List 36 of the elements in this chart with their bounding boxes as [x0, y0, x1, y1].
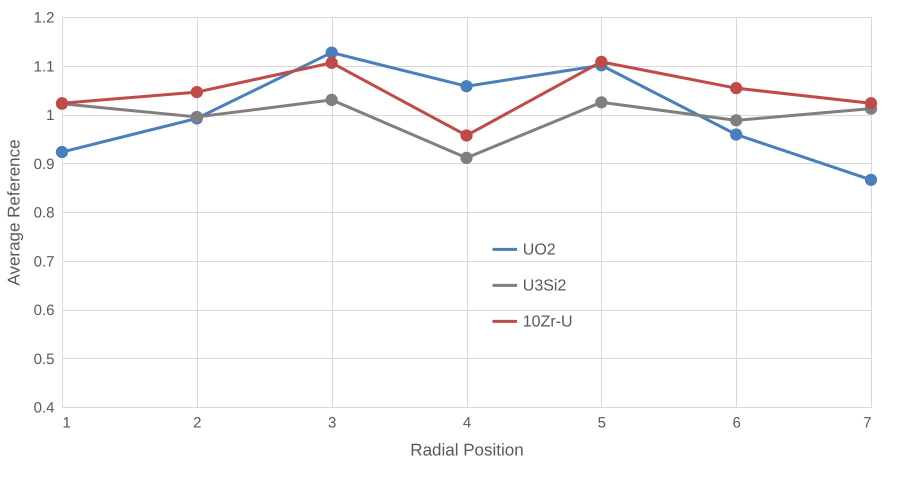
x-tick-label: 4: [462, 414, 472, 432]
point: [595, 96, 608, 108]
y-tick-label: 0.8: [34, 204, 54, 222]
point: [190, 86, 203, 98]
point: [326, 94, 338, 106]
point: [460, 129, 473, 142]
x-axis-title: Radial Position: [410, 440, 524, 460]
y-tick-label: 0.9: [34, 156, 54, 173]
point: [326, 56, 338, 69]
point: [326, 46, 338, 59]
point: [56, 146, 68, 158]
point: [595, 56, 608, 68]
point: [730, 114, 742, 126]
x-tick-label: 2: [193, 414, 202, 432]
y-tick-label: 0.5: [34, 350, 54, 368]
y-tick-label: 1.1: [34, 58, 54, 76]
x-tick-label: 6: [732, 414, 741, 432]
legend-label: 10Zr-U: [522, 313, 573, 330]
y-tick-label: 0.7: [34, 253, 54, 270]
point: [460, 152, 473, 164]
point: [864, 174, 878, 186]
legend-label: UO2: [522, 241, 556, 258]
x-tick-label: 5: [598, 414, 606, 432]
x-tick-label: 7: [863, 414, 872, 432]
point: [730, 82, 742, 94]
legend-label: U3Si2: [522, 277, 566, 294]
point: [460, 80, 473, 92]
x-tick-label: 3: [328, 414, 336, 432]
y-tick-label: 1: [46, 107, 54, 124]
y-tick-label: 0.6: [34, 302, 54, 319]
point: [864, 97, 878, 110]
y-axis-title: Average Reference: [4, 139, 24, 286]
point: [730, 128, 742, 141]
y-tick-label: 1.2: [34, 10, 54, 26]
y-tick-label: 0.4: [34, 400, 54, 416]
x-tick-label: 1: [62, 414, 71, 432]
